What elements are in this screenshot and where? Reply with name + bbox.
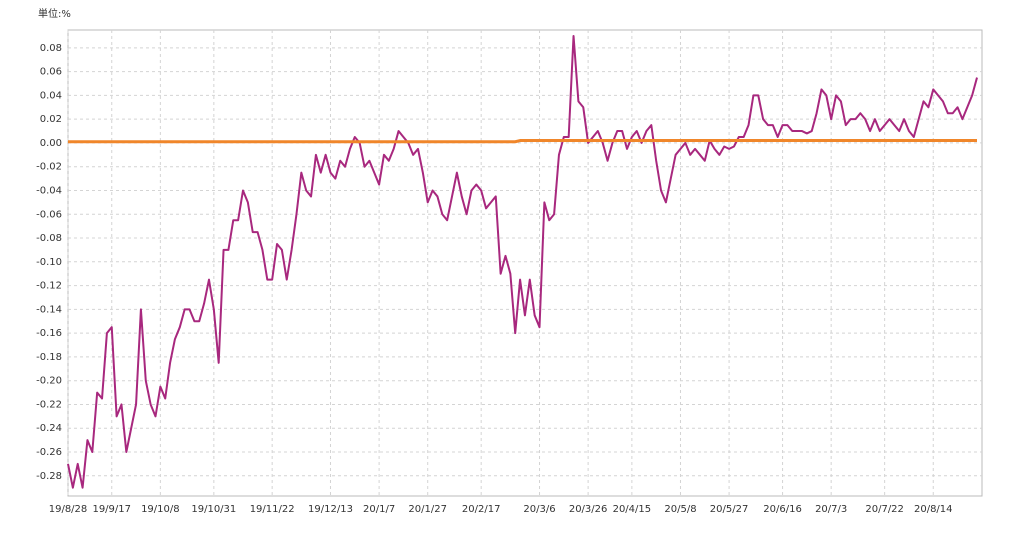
y-tick-label: -0.26 — [36, 447, 62, 458]
y-tick-label: -0.04 — [36, 185, 62, 196]
x-tick-label: 20/7/22 — [865, 504, 904, 515]
y-tick-label: -0.02 — [36, 162, 62, 173]
y-tick-label: 0.04 — [40, 90, 62, 101]
unit-label: 単位:% — [38, 7, 71, 20]
x-tick-label: 20/4/15 — [613, 504, 652, 515]
y-tick-label: -0.18 — [36, 352, 62, 363]
y-tick-label: -0.24 — [36, 423, 62, 434]
y-tick-label: 0.08 — [40, 43, 62, 54]
x-tick-label: 20/6/16 — [763, 504, 802, 515]
x-tick-label: 20/8/14 — [914, 504, 953, 515]
y-tick-label: -0.28 — [36, 471, 62, 482]
x-tick-label: 19/10/31 — [191, 504, 236, 515]
y-tick-label: -0.10 — [36, 257, 62, 268]
data-line — [68, 139, 977, 144]
x-tick-label: 19/12/13 — [308, 504, 353, 515]
y-tick-label: -0.20 — [36, 376, 62, 387]
x-tick-label: 20/5/27 — [710, 504, 749, 515]
x-tick-label: 19/11/22 — [250, 504, 295, 515]
x-tick-label: 20/5/8 — [664, 504, 696, 515]
x-tick-label: 19/9/17 — [92, 504, 131, 515]
x-tick-label: 20/1/27 — [408, 504, 447, 515]
x-tick-label: 20/7/3 — [815, 504, 847, 515]
x-tick-label: 19/8/28 — [49, 504, 88, 515]
y-tick-label: -0.16 — [36, 328, 62, 339]
data-line — [67, 34, 978, 489]
x-tick-label: 20/1/7 — [363, 504, 395, 515]
y-tick-label: -0.08 — [36, 233, 62, 244]
y-tick-label: 0.06 — [40, 67, 62, 78]
y-tick-label: 0.00 — [40, 138, 62, 149]
y-tick-label: -0.22 — [36, 399, 62, 410]
y-tick-label: -0.06 — [36, 209, 62, 220]
plot-frame — [67, 29, 983, 497]
y-tick-label: 0.02 — [40, 114, 62, 125]
y-tick-label: -0.14 — [36, 304, 62, 315]
x-tick-label: 20/2/17 — [462, 504, 501, 515]
y-tick-label: -0.12 — [36, 281, 62, 292]
x-tick-label: 20/3/6 — [523, 504, 555, 515]
x-tick-label: 20/3/26 — [569, 504, 608, 515]
x-tick-label: 19/10/8 — [141, 504, 180, 515]
